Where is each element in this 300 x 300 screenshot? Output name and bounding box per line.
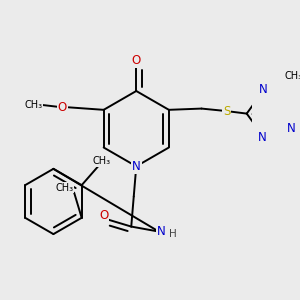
Text: N: N: [287, 122, 296, 135]
Text: N: N: [258, 131, 266, 144]
Text: O: O: [99, 209, 108, 222]
Text: CH₃: CH₃: [284, 71, 300, 81]
Text: S: S: [223, 105, 230, 118]
Text: CH₃: CH₃: [24, 100, 42, 110]
Text: CH₃: CH₃: [93, 156, 111, 166]
Text: H: H: [169, 229, 176, 239]
Text: N: N: [259, 83, 268, 96]
Text: O: O: [132, 54, 141, 68]
Text: O: O: [58, 101, 67, 114]
Text: CH₃: CH₃: [55, 183, 73, 193]
Text: N: N: [132, 160, 141, 173]
Text: N: N: [157, 225, 166, 238]
